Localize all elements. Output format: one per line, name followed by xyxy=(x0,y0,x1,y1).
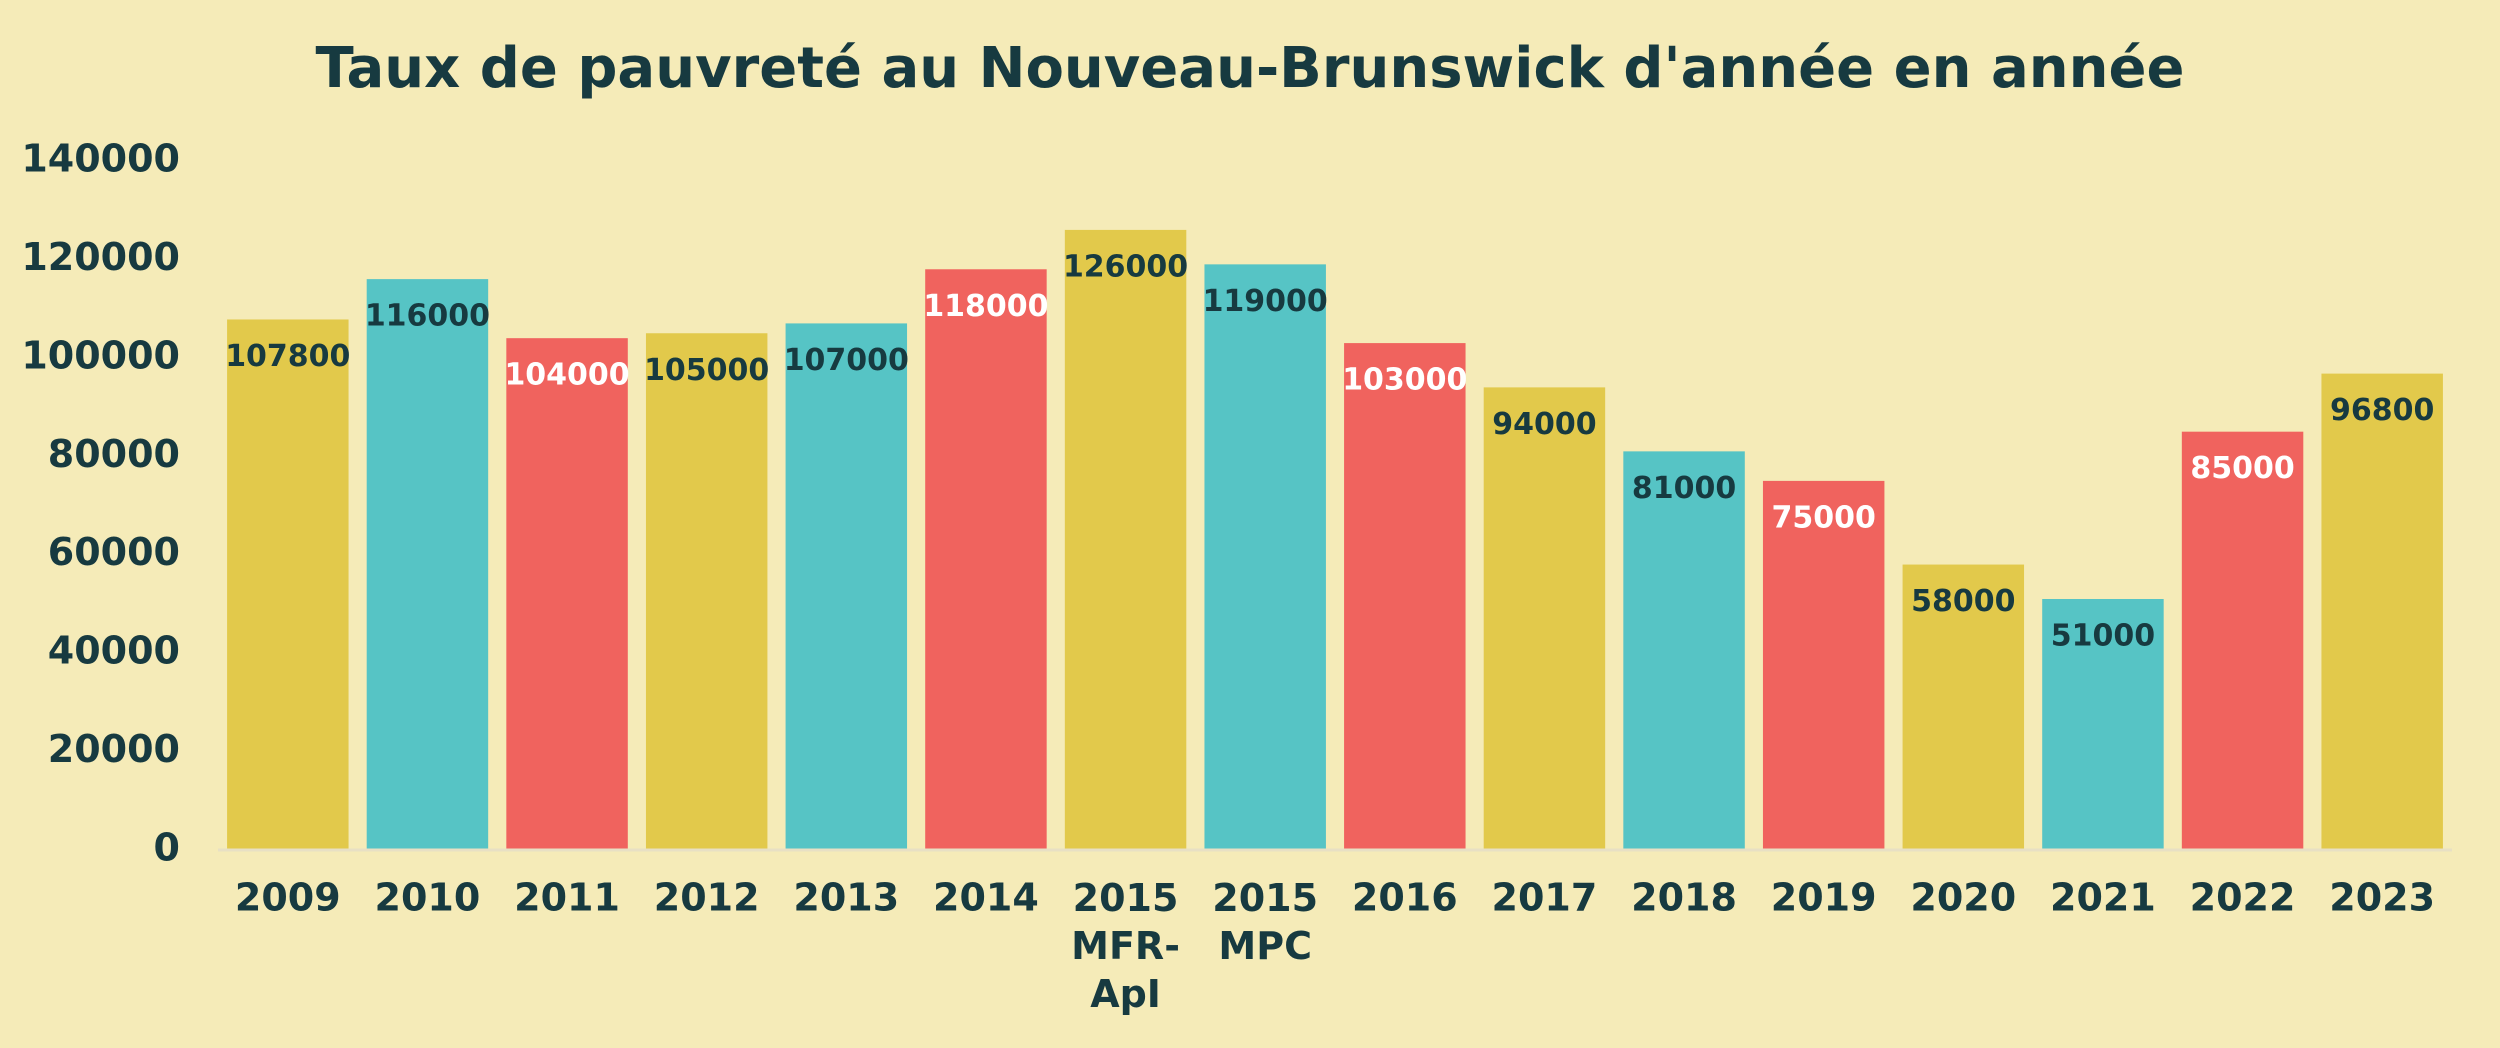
value-label: 118000 xyxy=(923,289,1048,324)
x-tick-label: 2013 xyxy=(793,876,899,920)
bar xyxy=(1762,480,1885,850)
bar xyxy=(366,279,489,851)
bar xyxy=(506,338,628,850)
x-tick-label: 2017 xyxy=(1492,876,1598,920)
x-tick-label: 2010 xyxy=(375,876,481,920)
y-tick-label: 80000 xyxy=(48,432,180,476)
bar xyxy=(2181,431,2304,850)
x-tick-label: 2018 xyxy=(1631,876,1737,920)
value-label: 116000 xyxy=(365,299,490,334)
bar xyxy=(925,269,1047,850)
bar xyxy=(785,323,908,851)
value-label: 119000 xyxy=(1203,284,1328,319)
value-label: 104000 xyxy=(504,358,629,393)
bar xyxy=(2321,373,2443,850)
x-tick-label: 2015 MFR-ApI xyxy=(1071,876,1180,1016)
x-tick-label: 2012 xyxy=(654,876,760,920)
y-tick-label: 20000 xyxy=(48,727,180,771)
bar xyxy=(1623,451,1745,850)
value-label: 107800 xyxy=(225,339,350,374)
value-label: 103000 xyxy=(1342,363,1467,398)
bar xyxy=(1204,264,1326,851)
x-tick-label: 2015 MPC xyxy=(1212,876,1318,968)
bar xyxy=(1902,564,2025,850)
bar xyxy=(1064,229,1187,850)
x-tick-label: 2019 xyxy=(1771,876,1877,920)
y-tick-label: 100000 xyxy=(21,333,180,377)
x-tick-label: 2021 xyxy=(2050,876,2156,920)
value-label: 126000 xyxy=(1063,249,1188,284)
x-tick-label: 2011 xyxy=(514,876,620,920)
value-label: 105000 xyxy=(644,353,769,388)
bar xyxy=(1344,343,1466,850)
value-label: 107000 xyxy=(784,343,909,378)
y-tick-label: 0 xyxy=(154,826,180,870)
y-tick-label: 140000 xyxy=(21,137,180,181)
x-tick-label: 2014 xyxy=(933,876,1039,920)
x-tick-label: 2022 xyxy=(2190,876,2296,920)
value-label: 94000 xyxy=(1492,407,1596,442)
bar xyxy=(227,319,349,851)
value-label: 51000 xyxy=(2051,619,2155,654)
bar xyxy=(2042,599,2164,850)
value-label: 96800 xyxy=(2330,393,2434,428)
x-tick-label: 2023 xyxy=(2329,876,2435,920)
bar xyxy=(645,333,768,850)
value-label: 81000 xyxy=(1632,471,1736,506)
y-tick-label: 60000 xyxy=(48,530,180,574)
y-tick-label: 40000 xyxy=(48,629,180,673)
value-label: 75000 xyxy=(1772,500,1876,535)
x-tick-label: 2020 xyxy=(1910,876,2016,920)
chart-title: Taux de pauvreté au Nouveau-Brunswick d'… xyxy=(316,36,2185,101)
value-label: 85000 xyxy=(2190,451,2294,486)
x-tick-label: 2009 xyxy=(235,876,341,920)
y-tick-label: 120000 xyxy=(21,235,180,279)
x-tick-label: 2016 xyxy=(1352,876,1458,920)
bar xyxy=(1483,387,1606,850)
value-label: 58000 xyxy=(1911,584,2015,619)
